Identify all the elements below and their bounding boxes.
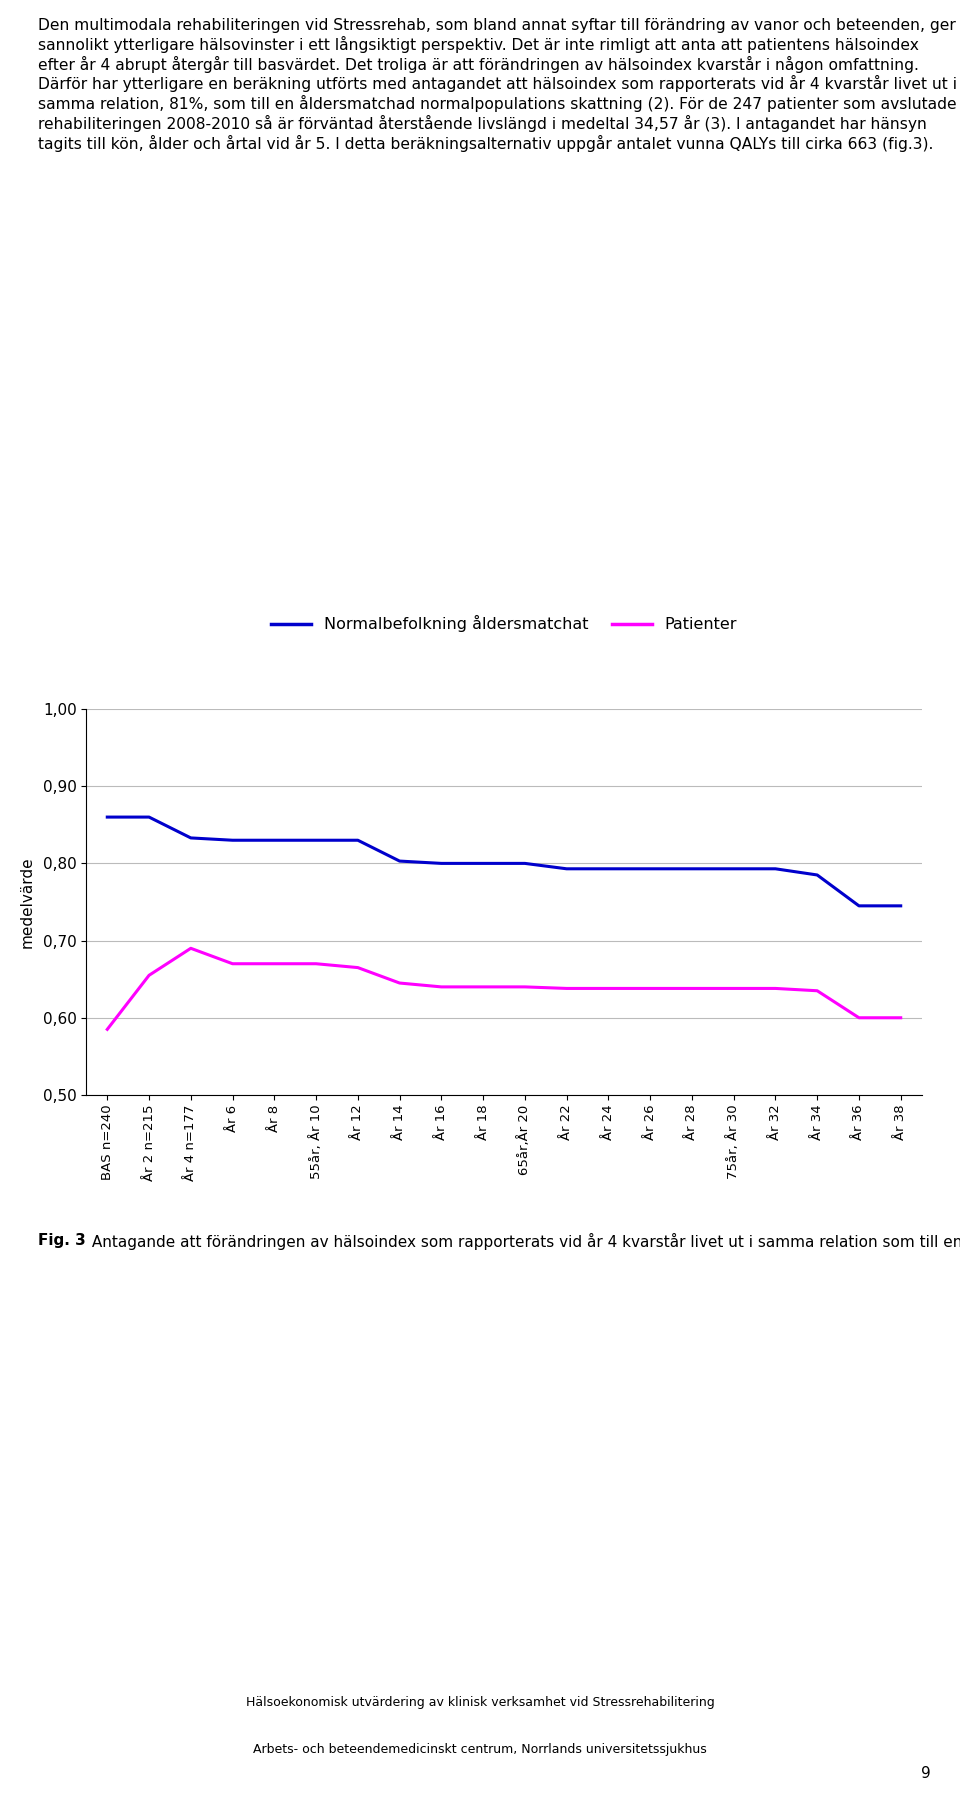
Legend: Normalbefolkning åldersmatchat, Patienter: Normalbefolkning åldersmatchat, Patiente… [264, 609, 744, 639]
Text: 9: 9 [922, 1766, 931, 1781]
Text: Den multimodala rehabiliteringen vid Stressrehab, som bland annat syftar till fö: Den multimodala rehabiliteringen vid Str… [38, 18, 957, 153]
Text: Hälsoekonomisk utvärdering av klinisk verksamhet vid Stressrehabilitering: Hälsoekonomisk utvärdering av klinisk ve… [246, 1696, 714, 1709]
Y-axis label: medelvärde: medelvärde [19, 856, 35, 948]
Text: Fig. 3: Fig. 3 [38, 1233, 86, 1248]
Text: Antagande att förändringen av hälsoindex som rapporterats vid år 4 kvarstår live: Antagande att förändringen av hälsoindex… [87, 1233, 960, 1249]
Text: Arbets- och beteendemedicinskt centrum, Norrlands universitetssjukhus: Arbets- och beteendemedicinskt centrum, … [253, 1743, 707, 1756]
